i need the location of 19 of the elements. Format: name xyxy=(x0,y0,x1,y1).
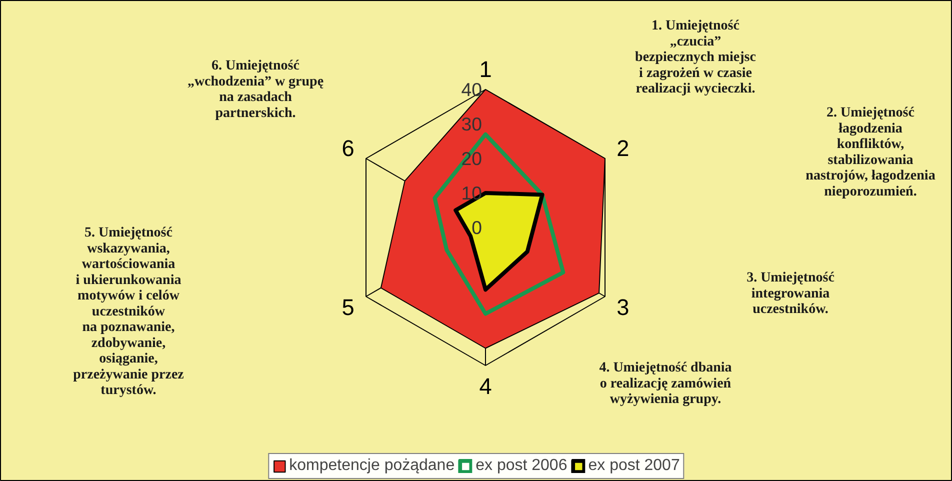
spoke-label: 1 xyxy=(479,56,492,82)
spoke-label: 3 xyxy=(616,294,630,320)
text: 2. Umiejętność łagodzenia konfliktów, stabilizowania nastrojów, łagodzenia nieporozumień. xyxy=(806,106,936,200)
spoke-label: 6 xyxy=(342,135,354,162)
text: 4. Umiejętność dbania o realizację zamówień wyżywienia grupy. xyxy=(599,360,732,407)
legend-label: kompetencje pożądane xyxy=(289,457,455,475)
spoke-label: 2 xyxy=(616,135,630,162)
text: 5. Umiejętność wskazywania, wartościowania i ukierunkowania motywów i celów uczestników na poznawanie, zdobywanie, osiąganie, przeżywanie przez turystów. xyxy=(73,226,184,398)
y-tick-label: 0 xyxy=(472,217,482,238)
text: 1. Umiejętność „czucia” bezpiecznych miejsc i zagrożeń w czasie realizacji wycieczki. xyxy=(635,18,756,96)
spoke-label: 5 xyxy=(342,294,354,320)
y-tick-label: 10 xyxy=(461,182,482,204)
y-tick-label: 40 xyxy=(461,79,482,100)
text: 6. Umiejętność „wchodzenia” w grupę na zasadach partnerskich. xyxy=(187,58,324,121)
text: 3. Umiejętność integrowania uczestników. xyxy=(746,270,834,317)
legend-label: ex post 2007 xyxy=(588,457,680,475)
legend-label: ex post 2006 xyxy=(476,457,568,475)
spoke-label: 4 xyxy=(479,373,492,400)
y-tick-label: 30 xyxy=(461,114,482,134)
